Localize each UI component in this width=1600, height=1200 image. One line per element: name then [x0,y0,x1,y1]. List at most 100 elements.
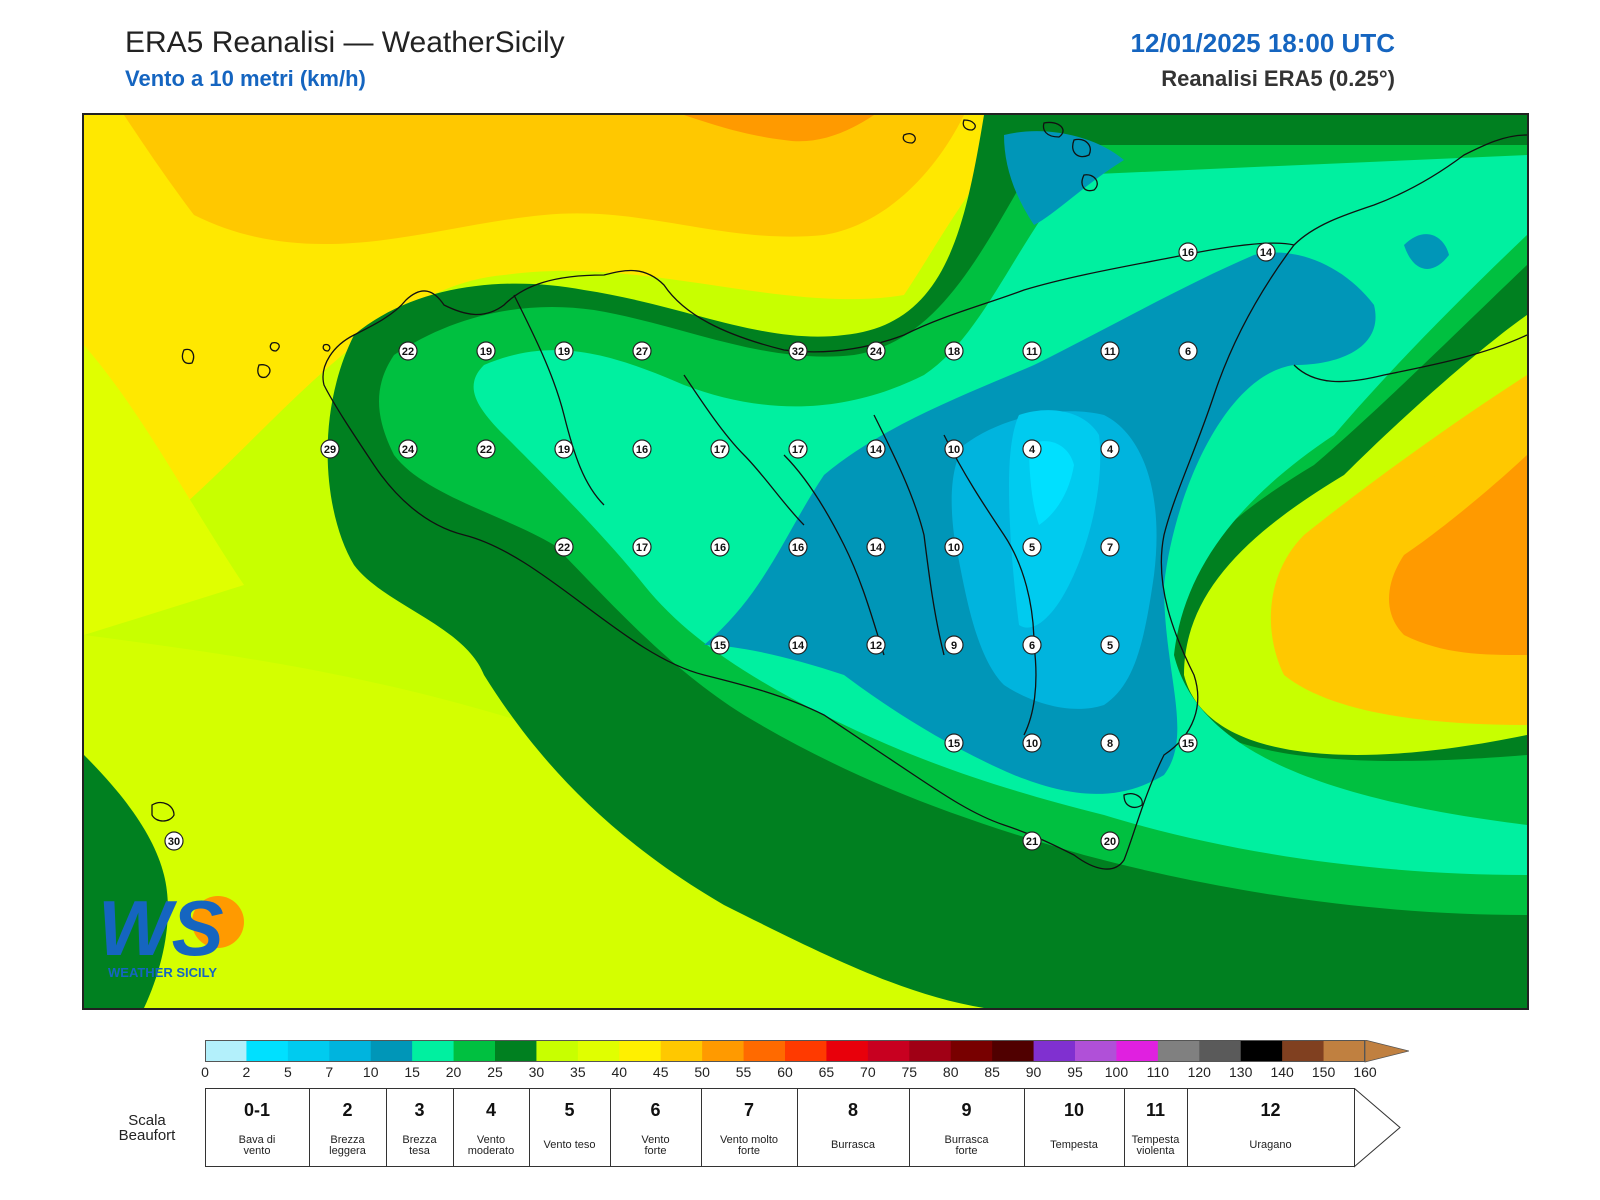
colorbar-tick-label: 70 [860,1064,876,1080]
station-circle [554,341,574,361]
station-value: 19 [480,346,492,358]
map-subtitle: Vento a 10 metri (km/h) [125,66,366,91]
colorbar-swatch [950,1040,993,1062]
beaufort-description: leggera [329,1145,367,1157]
station-value: 14 [792,640,805,652]
wind-colorbar [205,1039,1410,1070]
colorbar-tick-label: 65 [818,1064,835,1080]
beaufort-number: 2 [342,1100,352,1120]
colorbar-tick-label: 7 [325,1064,334,1080]
station-value: 15 [948,738,960,750]
station-circle [944,439,964,459]
colorbar-swatch [329,1040,372,1062]
colorbar-tick-label: 55 [735,1064,752,1080]
station-circle [1100,733,1120,753]
colorbar-tick-label: 0 [201,1064,209,1080]
station-value: 8 [1107,738,1113,750]
beaufort-description: Bava di [239,1134,276,1146]
station-marker: 32 [788,341,808,361]
colorbar-swatch [785,1040,827,1062]
colorbar-swatch [412,1040,455,1062]
station-circle [1100,635,1120,655]
colorbar-ticks: 0 2 5 7 10 15 20 25 30 35 40 45 50 55 60 65 70 75 80 85 90 95… [201,1064,1409,1084]
beaufort-description: violenta [1137,1145,1176,1157]
station-circle [710,537,730,557]
colorbar-swatch [909,1040,952,1062]
station-value: 17 [714,444,726,456]
island-malta [1123,793,1143,808]
station-value: 30 [168,836,180,848]
beaufort-description: Vento [641,1134,669,1146]
beaufort-cell-box [909,1088,1025,1167]
station-value: 27 [636,346,648,358]
station-marker: 19 [554,439,574,459]
colorbar-swatch [1116,1040,1159,1062]
station-value: 16 [792,542,804,554]
station-circle [476,341,496,361]
station-circle [710,439,730,459]
station-marker: 12 [866,635,886,655]
colorbar-tick-label: 90 [1025,1064,1042,1080]
station-circle [320,439,340,459]
colorbar-tick-label: 20 [445,1064,462,1080]
colorbar-swatch [619,1040,662,1062]
colorbar-tick-label: 35 [570,1064,586,1080]
island-ustica [322,343,331,352]
station-circle [1100,341,1120,361]
field-yellow-green-west [84,345,244,635]
station-circle [788,635,808,655]
station-value: 14 [1260,247,1273,259]
beaufort-scale-title: Scala Beaufort [118,1112,176,1144]
colorbar-tick-label: 10 [362,1064,379,1080]
colorbar-swatch [1033,1040,1076,1062]
station-value: 9 [951,640,957,652]
colorbar-tick-label: 80 [942,1064,959,1080]
station-circle [398,341,418,361]
beaufort-description: tesa [409,1145,431,1157]
station-marker: 7 [1100,537,1120,557]
beaufort-cell-box [797,1088,910,1167]
beaufort-description: Brezza [402,1134,437,1146]
station-circle [944,341,964,361]
beaufort-description: moderato [468,1145,514,1157]
beaufort-cell-box [610,1088,702,1167]
colorbar-tick-label: 75 [901,1064,918,1080]
station-circle [554,439,574,459]
station-circle [788,341,808,361]
station-marker: 17 [710,439,730,459]
station-marker: 16 [710,537,730,557]
station-marker: 8 [1100,733,1120,753]
station-marker: 11 [1022,341,1042,361]
station-circle [1178,242,1198,262]
station-value: 16 [636,444,648,456]
station-value: 18 [948,346,960,358]
beaufort-description: forte [644,1145,666,1157]
station-value: 19 [558,444,570,456]
colorbar-swatch [1240,1040,1283,1062]
station-circle [1178,341,1198,361]
station-marker: 11 [1100,341,1120,361]
station-value: 15 [1182,738,1194,750]
station-circle [632,439,652,459]
logo-text: WEATHER SICILY [108,965,217,980]
station-marker: 10 [944,537,964,557]
colorbar-swatch [453,1040,496,1062]
beaufort-cell: 10 Tempesta [1024,1088,1125,1167]
colorbar-swatch [826,1040,869,1062]
station-marker: 20 [1100,831,1120,851]
station-circle [1100,831,1120,851]
station-value: 32 [792,346,804,358]
logo-letters: WS [98,884,224,972]
station-marker: 14 [1256,242,1276,262]
station-value: 29 [324,444,336,456]
field-blue-north [1004,131,1124,225]
beaufort-description: Tempesta [1132,1134,1181,1146]
colorbar-tick-label: 40 [611,1064,628,1080]
field-cyan-brightest [1029,441,1074,525]
beaufort-cell-box [1024,1088,1125,1167]
